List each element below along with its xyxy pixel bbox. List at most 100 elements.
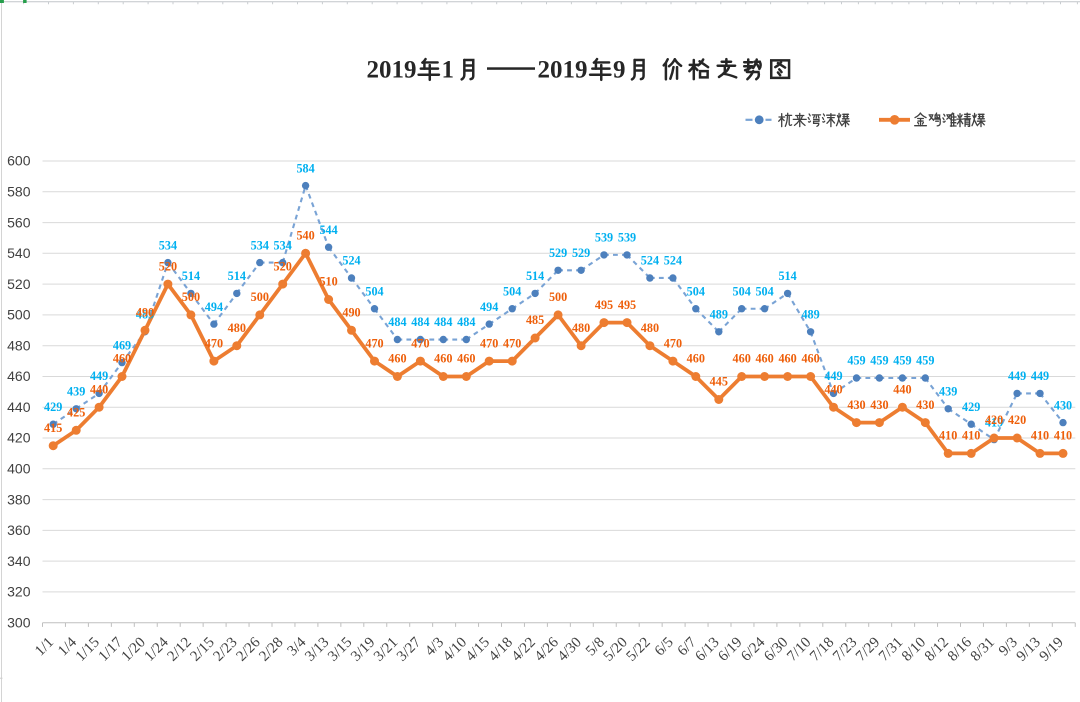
svg-text:429: 429 xyxy=(962,400,980,414)
svg-text:470: 470 xyxy=(411,336,429,350)
svg-text:440: 440 xyxy=(90,382,108,396)
svg-text:439: 439 xyxy=(939,385,957,399)
svg-text:495: 495 xyxy=(618,298,636,312)
svg-text:504: 504 xyxy=(755,284,773,298)
svg-text:449: 449 xyxy=(824,369,842,383)
svg-text:470: 470 xyxy=(365,336,383,350)
svg-text:460: 460 xyxy=(434,352,452,366)
svg-text:430: 430 xyxy=(1054,398,1072,412)
svg-text:495: 495 xyxy=(595,298,613,312)
svg-text:410: 410 xyxy=(939,429,957,443)
svg-text:480: 480 xyxy=(641,321,659,335)
svg-text:480: 480 xyxy=(572,321,590,335)
svg-text:439: 439 xyxy=(67,385,85,399)
svg-text:2019: 2019 xyxy=(538,57,588,84)
svg-text:1: 1 xyxy=(442,57,455,84)
svg-text:539: 539 xyxy=(595,231,613,245)
svg-text:440: 440 xyxy=(7,399,31,415)
svg-text:415: 415 xyxy=(44,421,62,435)
svg-text:504: 504 xyxy=(733,284,751,298)
svg-text:430: 430 xyxy=(916,398,934,412)
svg-text:539: 539 xyxy=(618,231,636,245)
svg-text:580: 580 xyxy=(7,184,31,200)
svg-text:500: 500 xyxy=(7,307,31,323)
svg-text:540: 540 xyxy=(296,229,314,243)
svg-text:510: 510 xyxy=(319,275,337,289)
svg-text:420: 420 xyxy=(985,413,1003,427)
svg-text:460: 460 xyxy=(801,352,819,366)
svg-text:425: 425 xyxy=(67,406,85,420)
svg-text:460: 460 xyxy=(7,368,31,384)
svg-text:489: 489 xyxy=(710,308,728,322)
svg-text:460: 460 xyxy=(388,352,406,366)
svg-text:504: 504 xyxy=(503,284,521,298)
svg-text:529: 529 xyxy=(549,246,567,260)
svg-text:430: 430 xyxy=(870,398,888,412)
svg-text:430: 430 xyxy=(847,398,865,412)
svg-text:500: 500 xyxy=(549,290,567,304)
svg-text:500: 500 xyxy=(251,290,269,304)
svg-text:514: 514 xyxy=(228,269,246,283)
svg-text:470: 470 xyxy=(664,336,682,350)
svg-text:484: 484 xyxy=(388,315,406,329)
svg-text:420: 420 xyxy=(1008,413,1026,427)
svg-text:340: 340 xyxy=(7,553,31,569)
svg-text:459: 459 xyxy=(916,354,934,368)
svg-text:494: 494 xyxy=(480,300,498,314)
svg-text:460: 460 xyxy=(755,352,773,366)
svg-text:459: 459 xyxy=(870,354,888,368)
svg-text:440: 440 xyxy=(893,382,911,396)
svg-text:544: 544 xyxy=(319,223,337,237)
svg-text:494: 494 xyxy=(205,300,223,314)
svg-text:520: 520 xyxy=(274,259,292,273)
svg-text:449: 449 xyxy=(1031,369,1049,383)
svg-text:2019: 2019 xyxy=(367,57,417,84)
svg-text:360: 360 xyxy=(7,522,31,538)
svg-text:320: 320 xyxy=(7,584,31,600)
svg-text:459: 459 xyxy=(847,354,865,368)
svg-text:410: 410 xyxy=(1054,429,1072,443)
svg-text:449: 449 xyxy=(1008,369,1026,383)
svg-text:419: 419 xyxy=(985,415,1003,429)
svg-text:429: 429 xyxy=(44,400,62,414)
svg-text:449: 449 xyxy=(90,369,108,383)
svg-text:529: 529 xyxy=(572,246,590,260)
svg-text:489: 489 xyxy=(801,308,819,322)
svg-text:520: 520 xyxy=(7,276,31,292)
svg-text:445: 445 xyxy=(710,375,728,389)
svg-text:470: 470 xyxy=(205,336,223,350)
svg-text:459: 459 xyxy=(893,354,911,368)
svg-text:490: 490 xyxy=(136,306,154,320)
svg-text:514: 514 xyxy=(182,269,200,283)
svg-text:534: 534 xyxy=(251,238,269,252)
svg-text:480: 480 xyxy=(228,321,246,335)
svg-text:470: 470 xyxy=(480,336,498,350)
svg-text:524: 524 xyxy=(664,254,682,268)
svg-text:534: 534 xyxy=(159,238,177,252)
svg-text:410: 410 xyxy=(1031,429,1049,443)
svg-text:460: 460 xyxy=(778,352,796,366)
svg-text:504: 504 xyxy=(687,284,705,298)
svg-text:300: 300 xyxy=(7,614,31,630)
svg-text:489: 489 xyxy=(136,308,154,322)
svg-text:460: 460 xyxy=(733,352,751,366)
svg-text:460: 460 xyxy=(457,352,475,366)
svg-text:380: 380 xyxy=(7,491,31,507)
svg-text:534: 534 xyxy=(274,238,292,252)
svg-text:485: 485 xyxy=(526,313,544,327)
svg-text:460: 460 xyxy=(687,352,705,366)
svg-text:484: 484 xyxy=(434,315,452,329)
svg-text:504: 504 xyxy=(365,284,383,298)
svg-text:514: 514 xyxy=(526,269,544,283)
svg-text:560: 560 xyxy=(7,214,31,230)
svg-text:514: 514 xyxy=(778,269,796,283)
svg-text:420: 420 xyxy=(7,430,31,446)
svg-text:460: 460 xyxy=(113,352,131,366)
svg-text:410: 410 xyxy=(962,429,980,443)
svg-text:480: 480 xyxy=(7,337,31,353)
svg-text:490: 490 xyxy=(342,306,360,320)
svg-text:500: 500 xyxy=(182,290,200,304)
svg-text:524: 524 xyxy=(641,254,659,268)
svg-text:524: 524 xyxy=(342,254,360,268)
svg-text:470: 470 xyxy=(503,336,521,350)
